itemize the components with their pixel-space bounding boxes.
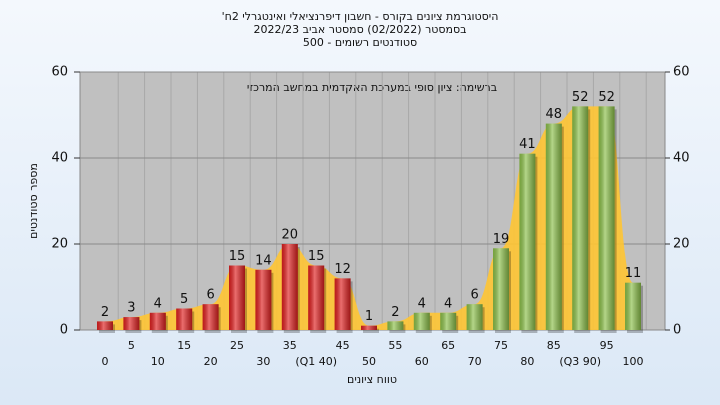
value-label: 2: [391, 305, 399, 320]
bar-shade: [255, 269, 272, 330]
bar-shade: [308, 265, 325, 330]
value-label: 2: [101, 305, 109, 320]
value-label: 4: [444, 296, 452, 311]
bar-shade: [545, 123, 562, 330]
x-tick-label: 15: [177, 339, 191, 352]
value-label: 41: [519, 137, 536, 152]
y2-tick-label: 60: [673, 65, 690, 80]
annotation: ברשימה: ציון סופי במערכת האקדמית במחשב ה…: [247, 81, 497, 94]
value-label: 14: [255, 253, 272, 268]
value-label: 11: [625, 266, 642, 281]
value-label: 4: [418, 296, 426, 311]
x-tick-label: 95: [600, 339, 614, 352]
bar-shade: [466, 304, 483, 330]
x-tick-label: (Q3 90): [559, 355, 601, 368]
bar-shadow: [363, 328, 379, 333]
value-label: 3: [127, 301, 135, 316]
x-tick-label: 85: [547, 339, 561, 352]
value-label: 6: [470, 288, 478, 303]
bar-shade: [176, 308, 193, 330]
value-label: 52: [572, 90, 589, 105]
x-tick-label: 70: [468, 355, 482, 368]
x-tick-label: 100: [623, 355, 644, 368]
bar-shade: [149, 312, 166, 330]
x-tick-label: 60: [415, 355, 429, 368]
value-label: 48: [546, 107, 563, 122]
x-tick-label: 55: [388, 339, 402, 352]
x-tick-label: 30: [256, 355, 270, 368]
bar-shade: [361, 325, 377, 330]
chart-subtitle: סטודנטים רשומים - 500: [303, 36, 417, 49]
chart-subtitle: בסמסטר (02/2022) סמסטר אביב 2022/23: [253, 23, 466, 36]
bar-shade: [598, 106, 615, 331]
bar-shade: [413, 312, 430, 330]
y-tick-label: 20: [51, 237, 68, 252]
x-tick-label: 10: [151, 355, 165, 368]
x-tick-label: 50: [362, 355, 376, 368]
x-tick-label: 80: [520, 355, 534, 368]
bar-shade: [387, 321, 404, 330]
value-label: 15: [229, 249, 246, 264]
value-label: 5: [180, 292, 188, 307]
value-label: 52: [598, 90, 615, 105]
y-axis-label: מספר סטודנטים: [27, 163, 40, 239]
x-tick-label: 75: [494, 339, 508, 352]
chart-title: היסטוגרמת ציונים בקורס - חשבון דיפרנציאל…: [222, 10, 499, 23]
y-tick-label: 60: [51, 65, 68, 80]
value-label: 15: [308, 249, 325, 264]
value-label: 6: [206, 288, 214, 303]
bar-shade: [97, 321, 113, 330]
value-label: 12: [334, 262, 351, 277]
x-tick-label: 5: [128, 339, 135, 352]
y2-tick-label: 0: [673, 323, 681, 338]
bar-shade: [281, 244, 298, 330]
x-axis-label: טווח ציונים: [347, 373, 397, 386]
x-tick-label: 0: [102, 355, 109, 368]
value-label: 1: [365, 309, 373, 324]
x-tick-label: 25: [230, 339, 244, 352]
bar-shade: [334, 278, 351, 330]
y2-tick-label: 40: [673, 151, 690, 166]
value-label: 20: [282, 228, 299, 243]
bar-shade: [625, 282, 641, 330]
bar-shade: [572, 106, 589, 331]
x-tick-label: 65: [441, 339, 455, 352]
bar-shade: [519, 153, 536, 330]
value-label: 4: [154, 296, 162, 311]
bar-shade: [202, 304, 219, 330]
bar-shade: [440, 312, 457, 330]
bar-shade: [229, 265, 245, 330]
x-tick-label: 20: [204, 355, 218, 368]
x-tick-label: 35: [283, 339, 297, 352]
y-tick-label: 0: [60, 323, 68, 338]
value-label: 19: [493, 232, 510, 247]
y2-tick-label: 20: [673, 237, 690, 252]
x-tick-label: (Q1 40): [295, 355, 337, 368]
bar-shade: [123, 317, 140, 330]
bar-shade: [493, 248, 509, 330]
x-tick-label: 45: [336, 339, 350, 352]
y-tick-label: 40: [51, 151, 68, 166]
